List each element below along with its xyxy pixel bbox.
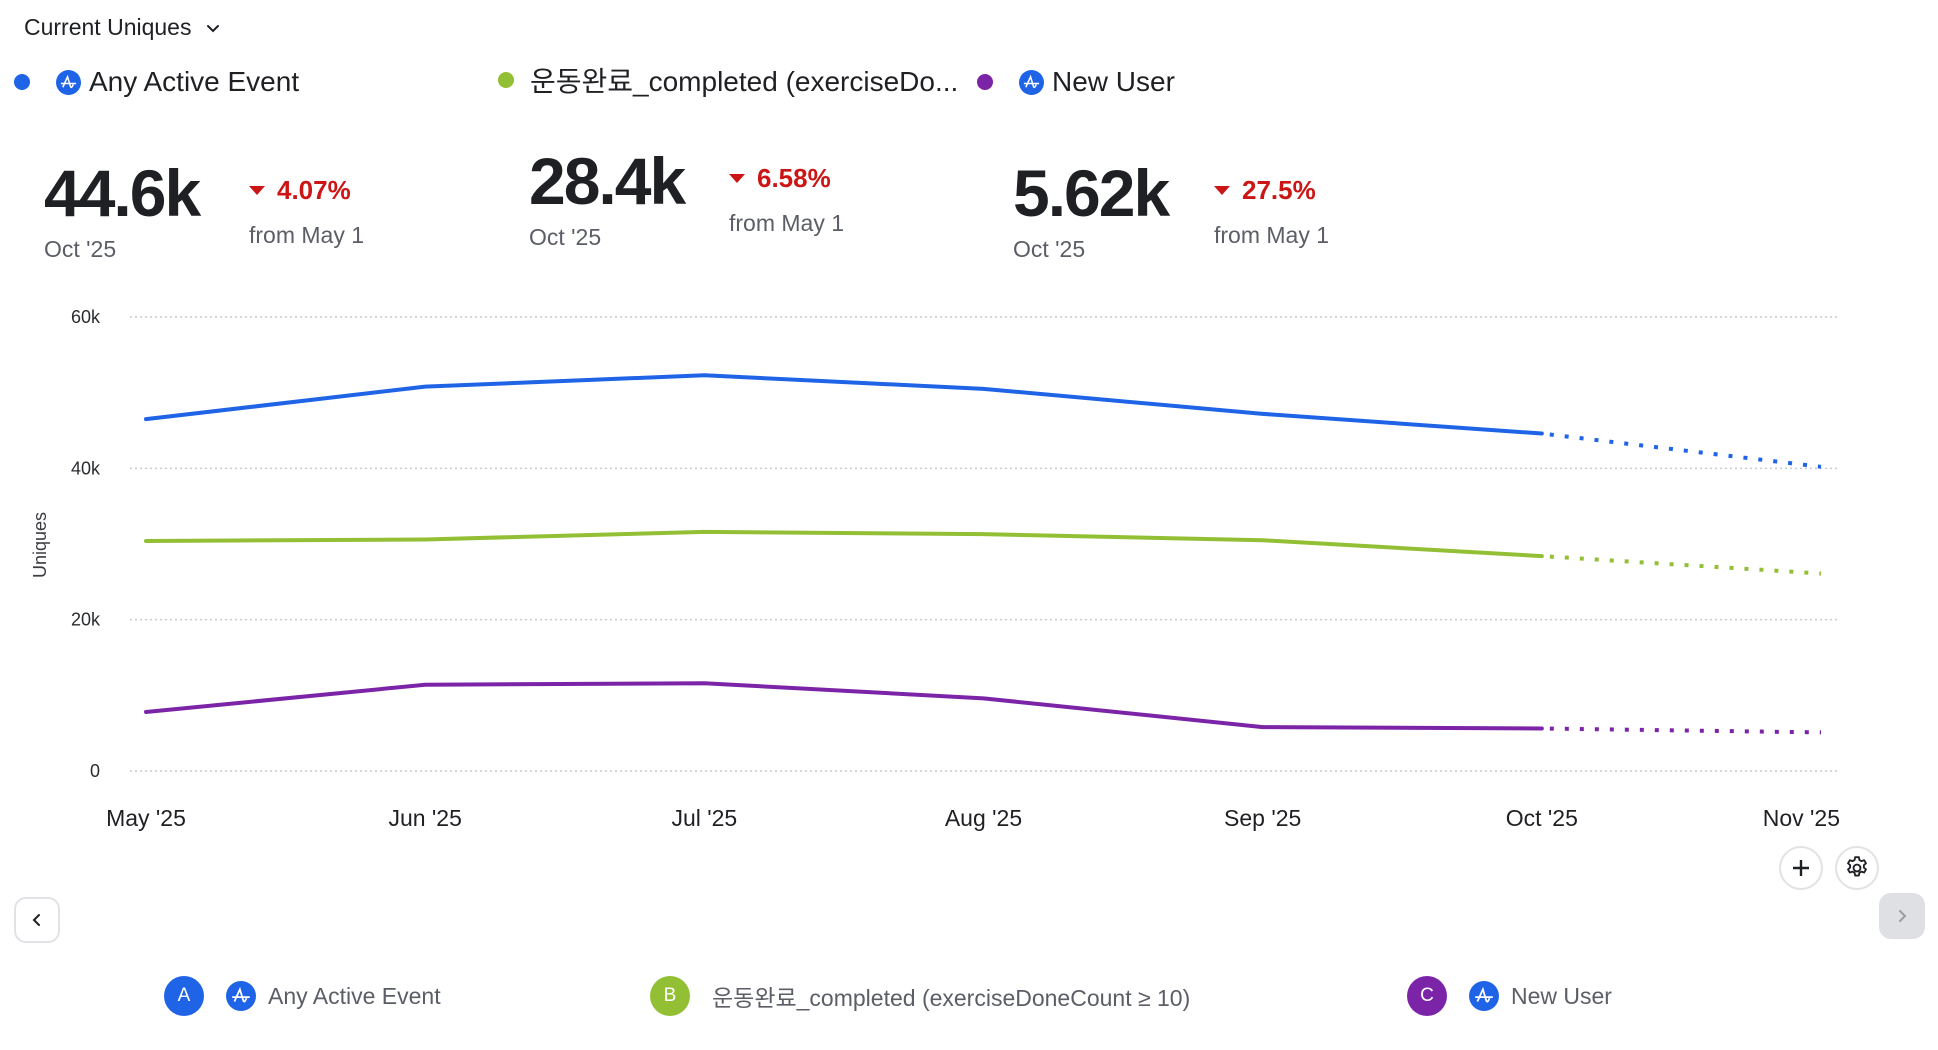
kpi-new-user: 5.62k Oct '25 [1013,156,1170,263]
x-tick-label: Nov '25 [1763,805,1840,831]
gridlines [130,316,1840,772]
series-2[interactable] [140,677,1827,738]
series-projection-line[interactable] [1541,554,1822,576]
series-badge: B [650,976,690,1016]
bottom-legend-label: Any Active Event [268,982,441,1009]
kpi-period: Oct '25 [529,224,602,250]
bottom-legend-item-b[interactable]: B 운동완료_completed (exerciseDoneCount ≥ 10… [650,976,1190,1016]
series-0[interactable] [140,369,1827,473]
bottom-legend-item-a[interactable]: A Any Active Event [164,976,441,1016]
series-line[interactable] [144,373,1544,436]
gear-icon [1847,856,1867,877]
amplitude-icon [226,981,256,1011]
series-projection-line[interactable] [1541,431,1822,469]
kpi-exercise-completed: 28.4k Oct '25 [529,144,686,251]
legend-item-exercise-completed[interactable]: 운동완료_completed (exerciseDo... [498,60,958,100]
series-1[interactable] [140,526,1827,580]
down-arrow-icon [249,186,265,195]
x-tick-label: Jul '25 [671,805,737,831]
chevron-left-icon [32,914,40,926]
kpi-any-active-event: 44.6k Oct '25 [44,156,201,263]
y-tick-label: 20k [71,610,101,630]
x-tick-label: Oct '25 [1506,805,1578,831]
chevron-right-icon [1899,910,1907,922]
y-tick-label: 40k [71,458,101,478]
chevron-down-icon [207,24,220,32]
bottom-legend-label: New User [1511,982,1612,1009]
kpi-change-value: 6.58% [757,163,831,193]
x-axis-ticks: May '25 Jun '25 Jul '25 Aug '25 Sep '25 Oct '… [106,805,1840,831]
kpi-change-value: 27.5% [1242,175,1316,205]
series-badge: A [164,976,204,1016]
kpi-period: Oct '25 [1013,236,1086,262]
add-button[interactable] [1779,846,1823,890]
legend-item-new-user[interactable]: New User [977,66,1175,98]
settings-button[interactable] [1835,846,1879,890]
kpi-change-value: 4.07% [277,175,351,205]
legend-label: Any Active Event [89,66,300,97]
series-color-dot [14,74,30,90]
bottom-legend-label: 운동완료_completed (exerciseDoneCount ≥ 10) [712,985,1191,1011]
kpi-value: 5.62k [1013,156,1170,230]
previous-button[interactable] [14,897,60,943]
x-tick-label: Aug '25 [945,805,1022,831]
down-arrow-icon [729,174,745,183]
kpi-change-ref: from May 1 [1214,222,1330,248]
x-tick-label: Sep '25 [1224,805,1301,831]
series-line[interactable] [144,681,1544,731]
kpi-change-new-user: 27.5% from May 1 [1214,175,1329,249]
legend-label: 운동완료_completed (exerciseDo... [530,66,959,97]
amplitude-icon [1019,69,1044,95]
bottom-legend-item-c[interactable]: C New User [1407,976,1612,1016]
series-lines [140,369,1827,738]
kpi-change-ref: from May 1 [249,222,365,248]
x-tick-label: May '25 [106,805,186,831]
amplitude-icon [1469,981,1499,1011]
legend-item-any-active-event[interactable]: Any Active Event [14,66,299,98]
series-color-dot [498,72,514,88]
kpi-change-exercise-completed: 6.58% from May 1 [729,163,844,237]
legend-label: New User [1052,66,1175,97]
down-arrow-icon [1214,186,1230,195]
x-tick-label: Jun '25 [388,805,461,831]
series-projection-line[interactable] [1541,726,1822,735]
kpi-value: 44.6k [44,156,201,230]
kpi-change-ref: from May 1 [729,210,845,236]
metric-selector[interactable]: Current Uniques [24,14,221,41]
kpi-period: Oct '25 [44,236,117,262]
kpi-value: 28.4k [529,144,686,218]
y-axis-label: Uniques [30,512,50,578]
y-axis-ticks: 0 20k 40k 60k [71,307,101,781]
kpi-change-any-active-event: 4.07% from May 1 [249,175,364,249]
metric-selector-label: Current Uniques [24,14,192,40]
series-line[interactable] [144,529,1544,559]
series-badge: C [1407,976,1447,1016]
y-tick-label: 0 [90,761,100,781]
plus-icon [1793,860,1809,876]
y-tick-label: 60k [71,307,101,327]
next-button[interactable] [1879,893,1925,939]
amplitude-icon [56,69,81,95]
line-chart[interactable]: 0 20k 40k 60k Uniques May '25 Jun '25 Jul '25… [0,290,1938,850]
series-color-dot [977,74,993,90]
